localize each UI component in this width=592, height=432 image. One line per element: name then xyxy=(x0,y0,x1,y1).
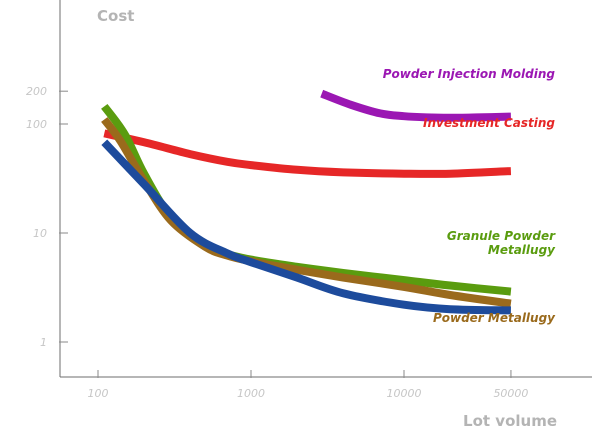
series-label-line: Powder Metallugy xyxy=(433,311,556,325)
y-axis-title: Cost xyxy=(97,7,134,25)
investment-casting-line xyxy=(103,129,512,178)
y-tick-label: 100 xyxy=(26,118,47,131)
y-tick-label: 10 xyxy=(33,227,47,240)
powder-injection-molding-label: Powder Injection Molding xyxy=(383,67,556,81)
series-label-line: Granule Powder xyxy=(447,229,556,243)
x-tick-label: 50000 xyxy=(493,387,528,400)
series-lines xyxy=(101,89,512,315)
investment-casting-label: Investment Casting xyxy=(423,116,555,130)
granule-powder-metallugy-label: Granule Powder Metallugy xyxy=(447,229,556,257)
x-axis-title: Lot volume xyxy=(463,412,557,430)
x-tick-label: 1000 xyxy=(237,387,265,400)
powder-injection-molding-line xyxy=(320,89,511,122)
series-label-line: Metallugy xyxy=(488,243,556,257)
x-tick-label: 100 xyxy=(88,387,109,400)
granule-powder-metallugy-line xyxy=(101,103,512,296)
series-label-line: Powder Injection Molding xyxy=(383,67,556,81)
axes xyxy=(59,0,592,378)
series-5-line xyxy=(101,139,511,315)
y-tick-label: 200 xyxy=(26,85,47,98)
x-tick-label: 10000 xyxy=(387,387,422,400)
series-labels: Powder Injection Molding Investment Casti… xyxy=(383,67,556,325)
series-label-line: Investment Casting xyxy=(423,116,555,130)
ticks: 1 10 100 200 100 1000 10000 50000 xyxy=(26,85,528,400)
y-tick-label: 1 xyxy=(40,336,47,349)
powder-metallugy-label: Powder Metallugy xyxy=(433,311,556,325)
